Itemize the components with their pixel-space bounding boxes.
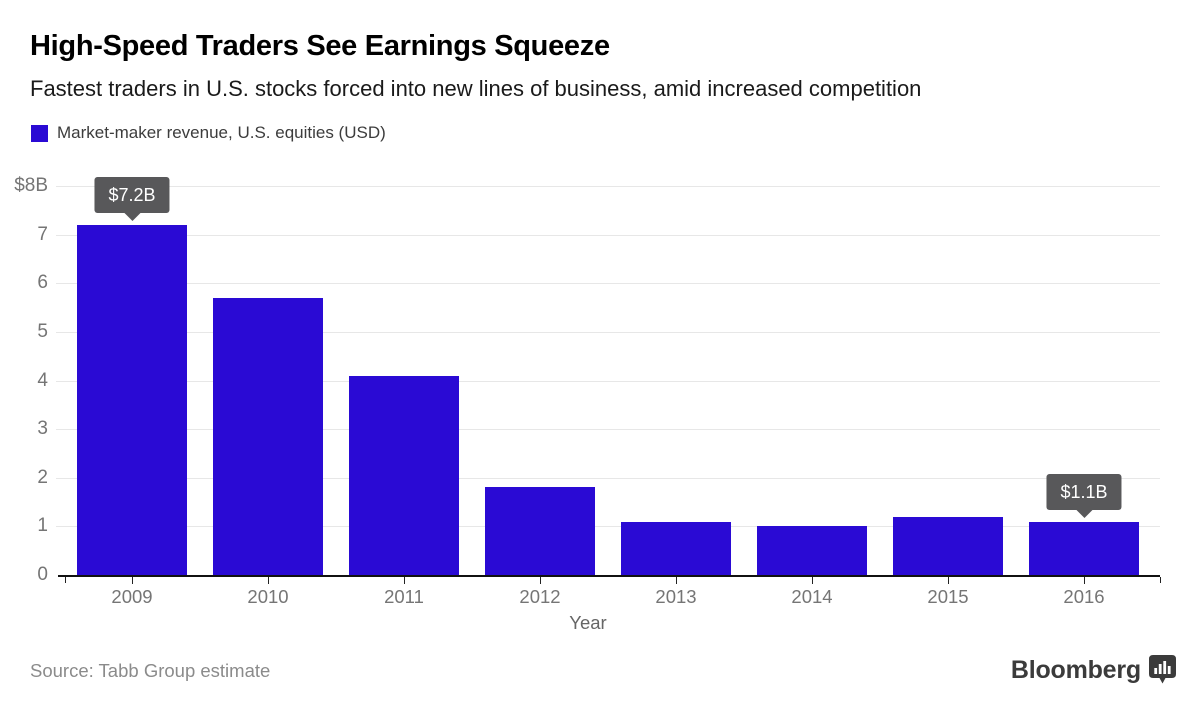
- brand-logo: Bloomberg: [1011, 655, 1176, 685]
- gridline-8: [56, 186, 1160, 187]
- page-subtitle: Fastest traders in U.S. stocks forced in…: [30, 76, 922, 101]
- gridline-1: [56, 526, 1160, 528]
- bar-2016[interactable]: [1029, 521, 1139, 575]
- x-tick-label-2015: 2015: [927, 586, 969, 607]
- y-axis-labels: $8B 7 6 5 4 3 2 1 0: [0, 175, 56, 585]
- x-tick-2014: [812, 577, 813, 584]
- y-tick-label-6: 6: [37, 272, 48, 294]
- bar-2010[interactable]: [213, 297, 323, 575]
- x-tick-label-2009: 2009: [111, 586, 153, 607]
- x-axis-title: Year: [569, 612, 607, 633]
- legend: Market-maker revenue, U.S. equities (USD…: [31, 123, 386, 143]
- y-tick-label-1: 1: [37, 515, 48, 537]
- x-tick-2011: [404, 577, 405, 584]
- legend-swatch-icon: [31, 124, 48, 142]
- x-tick-label-2010: 2010: [247, 586, 289, 607]
- gridline-7: [56, 234, 1160, 236]
- legend-label: Market-maker revenue, U.S. equities (USD…: [57, 123, 386, 142]
- y-tick-label-5: 5: [37, 320, 48, 342]
- bloomberg-bubble-chart-icon: [1149, 655, 1176, 685]
- x-tick-2012: [540, 577, 541, 584]
- y-tick-label-7: 7: [37, 223, 48, 245]
- y-tick-label-3: 3: [37, 418, 48, 440]
- gridline-6: [56, 283, 1160, 285]
- x-tick-label-2014: 2014: [791, 586, 833, 607]
- source-note: Source: Tabb Group estimate: [30, 660, 271, 681]
- x-axis-end-tick-0: [65, 577, 66, 583]
- bar-2012[interactable]: [485, 487, 595, 575]
- gridline-2: [56, 477, 1160, 479]
- x-tick-2010: [268, 577, 269, 584]
- x-tick-label-2013: 2013: [655, 586, 697, 607]
- x-tick-2013: [676, 577, 677, 584]
- x-axis-end-tick-1: [1160, 577, 1161, 583]
- x-axis-labels: 2009 2010 2011 2012 2013 2014 2015 2016: [65, 586, 1160, 610]
- y-tick-label-4: 4: [37, 369, 48, 391]
- plot-area: $7.2B $1.1B: [56, 176, 1161, 584]
- x-tick-label-2012: 2012: [519, 586, 561, 607]
- value-callout-2009: $7.2B: [94, 176, 170, 221]
- y-tick-label-2: 2: [37, 466, 48, 488]
- x-tick-2015: [948, 577, 949, 584]
- y-tick-label-0: 0: [37, 564, 48, 585]
- bar-2015[interactable]: [893, 516, 1003, 575]
- x-tick-label-2016: 2016: [1063, 586, 1105, 607]
- x-tick-2016: [1084, 577, 1085, 584]
- value-callout-2016: $1.1B: [1046, 473, 1122, 518]
- bloomberg-wordmark: Bloomberg: [1010, 655, 1141, 684]
- gridline-5: [56, 331, 1160, 333]
- y-tick-label-8: $8B: [14, 175, 48, 196]
- page-title: High-Speed Traders See Earnings Squeeze: [30, 30, 610, 62]
- bar-2014[interactable]: [757, 526, 867, 575]
- bar-2011[interactable]: [349, 375, 459, 575]
- bar-2009[interactable]: [77, 224, 187, 575]
- bar-2013[interactable]: [621, 521, 731, 575]
- gridline-4: [56, 380, 1160, 382]
- gridline-3: [56, 429, 1160, 431]
- x-tick-label-2011: 2011: [384, 586, 424, 607]
- x-axis-line: [58, 575, 1160, 577]
- x-tick-2009: [132, 577, 133, 584]
